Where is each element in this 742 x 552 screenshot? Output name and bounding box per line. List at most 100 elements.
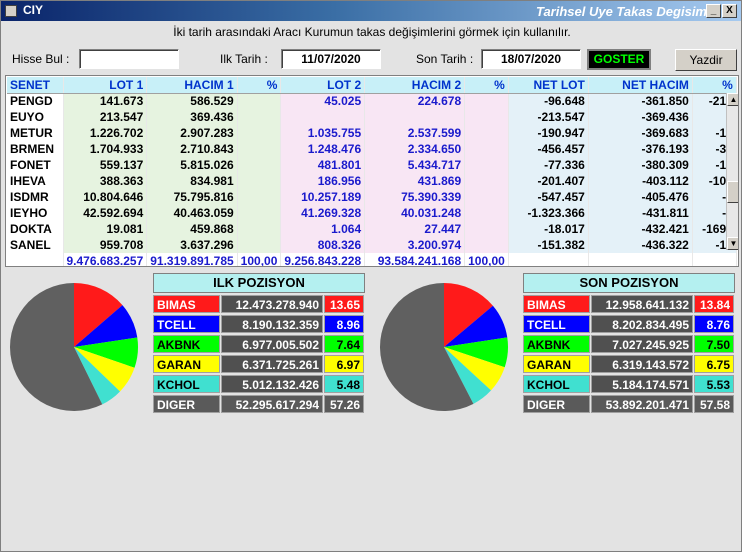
position-row: AKBNK 6.977.005.502 7.64 (153, 335, 365, 353)
table-row[interactable]: METUR 1.226.702 2.907.283 1.035.755 2.537.59… (7, 125, 737, 141)
position-row: KCHOL 5.012.132.426 5.48 (153, 375, 365, 393)
position-row: KCHOL 5.184.174.571 5.53 (523, 375, 735, 393)
scroll-down-icon[interactable]: ▼ (727, 237, 738, 250)
col-header[interactable]: LOT 1 (63, 77, 148, 94)
table-cell: 3.200.974 (364, 237, 466, 253)
table-cell (464, 125, 509, 141)
table-row[interactable]: BRMEN 1.704.933 2.710.843 1.248.476 2.334.65… (7, 141, 737, 157)
position-pct: 57.58 (694, 395, 734, 413)
table-row[interactable]: ISDMR 10.804.646 75.795.816 10.257.189 75.39… (7, 189, 737, 205)
table-cell (237, 237, 282, 253)
col-header[interactable]: HACIM 1 (146, 77, 238, 94)
table-cell: 27.447 (364, 221, 466, 237)
table-row[interactable]: SANEL 959.708 3.637.296 808.326 3.200.974 -15… (7, 237, 737, 253)
table-cell: -547.457 (508, 189, 589, 205)
table-row[interactable]: PENGD 141.673 586.529 45.025 224.678 -96.648-… (7, 93, 737, 109)
pie-slice-garan (74, 347, 135, 392)
son-tarih-input[interactable]: 18/07/2020 (481, 49, 581, 69)
table-cell: -376.193 (588, 141, 693, 157)
table-cell: -403.112 (588, 173, 693, 189)
pie-slice-diger (9, 283, 103, 411)
table-cell: 2.907.283 (146, 125, 238, 141)
position-value: 8.190.132.359 (221, 315, 323, 333)
table-cell: -436.322 (588, 237, 693, 253)
position-pct: 13.65 (324, 295, 364, 313)
minimize-button[interactable]: _ (706, 4, 721, 18)
position-value: 6.977.005.502 (221, 335, 323, 353)
table-cell (464, 221, 509, 237)
senet-cell: SANEL (7, 237, 64, 253)
table-cell (464, 237, 509, 253)
table-row[interactable]: IEYHO 42.592.694 40.463.059 41.269.328 40.03… (7, 205, 737, 221)
table-cell: 42.592.694 (63, 205, 148, 221)
hisse-search-input[interactable] (79, 49, 179, 69)
position-name: BIMAS (153, 295, 220, 313)
position-value: 5.012.132.426 (221, 375, 323, 393)
table-cell: 5.434.717 (364, 157, 466, 173)
col-header[interactable]: % (464, 77, 509, 94)
totals-row: 9.476.683.257 91.319.891.785 100,00 9.256.8… (7, 253, 737, 266)
table-row[interactable]: EUYO 213.547 369.436 -213.547 -369.436 (7, 109, 737, 125)
scroll-up-icon[interactable]: ▲ (727, 93, 738, 106)
position-name: AKBNK (153, 335, 220, 353)
table-cell (464, 157, 509, 173)
table-row[interactable]: FONET 559.137 5.815.026 481.801 5.434.717 -77… (7, 157, 737, 173)
table-cell: -369.436 (588, 109, 693, 125)
table-cell: 959.708 (63, 237, 148, 253)
takas-grid[interactable]: SENET LOT 1 HACIM 1 % LOT 2 HACIM 2 % NE… (5, 75, 739, 267)
total-cell: 9.256.843.228 (280, 253, 366, 266)
hisse-label: Hisse Bul : (12, 52, 70, 66)
col-header[interactable]: NET HACIM (588, 77, 693, 94)
table-cell: -36 (692, 141, 737, 157)
table-cell: 1.248.476 (280, 141, 366, 157)
yazdir-button[interactable]: Yazdir (675, 49, 737, 71)
scroll-thumb[interactable] (727, 181, 738, 203)
grid-scrollbar[interactable]: ▲ ▼ (726, 93, 738, 250)
table-row[interactable]: IHEVA 388.363 834.981 186.956 431.869 -201.40… (7, 173, 737, 189)
position-row: TCELL 8.202.834.495 8.76 (523, 315, 735, 333)
grid-table: SENET LOT 1 HACIM 1 % LOT 2 HACIM 2 % NE… (7, 77, 737, 266)
table-cell: 41.269.328 (280, 205, 366, 221)
table-cell: 213.547 (63, 109, 148, 125)
close-button[interactable]: X (722, 4, 737, 18)
col-header[interactable]: % (237, 77, 282, 94)
pie-slice-akbnk (444, 337, 508, 368)
position-pct: 7.50 (694, 335, 734, 353)
table-row[interactable]: DOKTA 19.081 459.868 1.064 27.447 -18.017 -432… (7, 221, 737, 237)
col-header[interactable]: SENET (7, 77, 64, 94)
position-name: GARAN (523, 355, 590, 373)
position-name: KCHOL (523, 375, 590, 393)
table-cell (464, 141, 509, 157)
position-row: DIGER 53.892.201.471 57.58 (523, 395, 735, 413)
ilk-pozisyon-pie-chart (9, 283, 138, 411)
ilk-tarih-input[interactable]: 11/07/2020 (281, 49, 381, 69)
col-header[interactable]: % (692, 77, 737, 94)
col-header[interactable]: LOT 2 (280, 77, 366, 94)
table-cell (280, 109, 366, 125)
table-cell: 559.137 (63, 157, 148, 173)
table-cell: 431.869 (364, 173, 466, 189)
info-text: İki tarih arasındaki Aracı Kurumun takas… (173, 25, 571, 39)
table-cell: -456.457 (508, 141, 589, 157)
table-cell: -77.336 (508, 157, 589, 173)
col-header[interactable]: NET LOT (508, 77, 589, 94)
table-cell: -1.323.366 (508, 205, 589, 221)
position-pct: 7.64 (324, 335, 364, 353)
title-bar[interactable]: CIY Tarihsel Uye Takas Degisim _ X (1, 1, 741, 21)
table-cell: 2.537.599 (364, 125, 466, 141)
table-cell: -405.476 (588, 189, 693, 205)
goster-button[interactable]: GOSTER (587, 49, 651, 70)
position-value: 5.184.174.571 (591, 375, 693, 393)
position-row: GARAN 6.319.143.572 6.75 (523, 355, 735, 373)
col-header[interactable]: HACIM 2 (364, 77, 466, 94)
table-cell: -1692 (692, 221, 737, 237)
position-row: BIMAS 12.473.278.940 13.65 (153, 295, 365, 313)
pie-slice-tcell (74, 305, 138, 347)
senet-cell: BRMEN (7, 141, 64, 157)
son-pozisyon-title: SON POZISYON (523, 273, 735, 293)
position-name: AKBNK (523, 335, 590, 353)
table-cell (237, 109, 282, 125)
table-cell: 586.529 (146, 93, 238, 109)
table-cell: 141.673 (63, 93, 148, 109)
